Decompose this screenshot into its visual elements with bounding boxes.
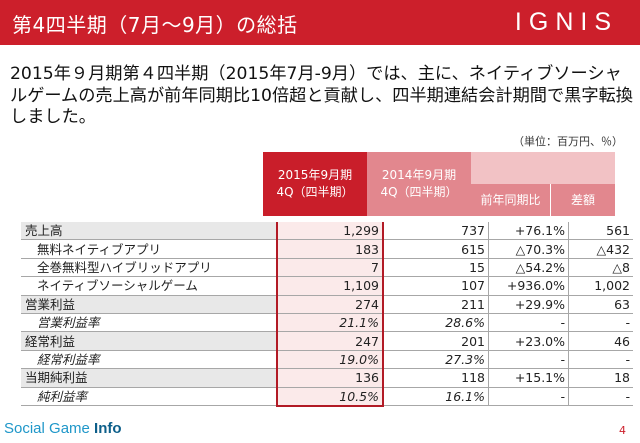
header-2015-line1: 2015年9月期: [277, 168, 353, 182]
watermark-bold-text: Info: [94, 420, 122, 437]
row-label: 営業利益率: [21, 313, 277, 333]
cell-yoy: +936.0%: [488, 276, 569, 296]
page-number: 4: [619, 424, 626, 437]
cell-diff: △432: [568, 239, 633, 259]
cell-2015: 274: [276, 295, 384, 314]
cell-diff: -: [568, 350, 633, 370]
table-row: 営業利益 274 211 +29.9% 63: [21, 295, 633, 314]
cell-2015: 1,109: [276, 276, 384, 296]
header-diff: 差額: [551, 184, 615, 216]
table-row: 売上高 1,299 737 +76.1% 561: [21, 222, 633, 241]
table-row: 経常利益率 19.0% 27.3% - -: [21, 350, 633, 370]
cell-diff: 18: [568, 368, 633, 388]
header-2014-q4: 2014年9月期 4Q（四半期）: [367, 152, 471, 216]
table-row: 経常利益 247 201 +23.0% 46: [21, 331, 633, 351]
header-2015-q4: 2015年9月期 4Q（四半期）: [263, 152, 367, 216]
slide-title: 第4四半期（7月～9月）の総括: [12, 13, 298, 37]
row-label: 当期純利益: [21, 368, 277, 388]
row-label: 無料ネイティブアプリ: [21, 239, 277, 259]
cell-yoy: +29.9%: [488, 295, 569, 314]
cell-2014: 211: [383, 295, 489, 314]
cell-diff: -: [568, 387, 633, 407]
cell-2014: 16.1%: [383, 387, 489, 407]
header-2014-line2: 4Q（四半期）: [380, 185, 458, 199]
cell-2015: 10.5%: [276, 387, 384, 407]
cell-2015: 136: [276, 368, 384, 388]
title-banner: 第4四半期（7月～9月）の総括 IGNIS: [0, 0, 640, 45]
cell-diff: 1,002: [568, 276, 633, 296]
cell-yoy: -: [488, 350, 569, 370]
cell-diff: -: [568, 313, 633, 333]
table-row: ネイティブソーシャルゲーム 1,109 107 +936.0% 1,002: [21, 276, 633, 296]
cell-yoy: △54.2%: [488, 258, 569, 278]
cell-2015: 247: [276, 331, 384, 351]
cell-yoy: -: [488, 387, 569, 407]
cell-2014: 118: [383, 368, 489, 388]
row-label: 営業利益: [21, 295, 277, 314]
cell-yoy: +15.1%: [488, 368, 569, 388]
row-label: 純利益率: [21, 387, 277, 407]
row-label: 売上高: [21, 222, 277, 241]
cell-2015: 19.0%: [276, 350, 384, 370]
cell-diff: △8: [568, 258, 633, 278]
row-label: 全巻無料型ハイブリッドアプリ: [21, 258, 277, 278]
header-spacer: [471, 152, 615, 184]
header-yoy: 前年同期比: [471, 184, 550, 216]
row-label: 経常利益: [21, 331, 277, 351]
cell-2014: 107: [383, 276, 489, 296]
cell-2015: 21.1%: [276, 313, 384, 333]
cell-2014: 737: [383, 222, 489, 241]
financial-table: 売上高 1,299 737 +76.1% 561 無料ネイティブアプリ 183 …: [21, 222, 633, 407]
table-row: 無料ネイティブアプリ 183 615 △70.3% △432: [21, 239, 633, 259]
cell-2014: 27.3%: [383, 350, 489, 370]
cell-2014: 615: [383, 239, 489, 259]
cell-diff: 46: [568, 331, 633, 351]
social-game-info-watermark: Social Game Info: [4, 420, 122, 437]
cell-yoy: -: [488, 313, 569, 333]
cell-diff: 63: [568, 295, 633, 314]
cell-diff: 561: [568, 222, 633, 241]
header-2014-line1: 2014年9月期: [381, 168, 457, 182]
table-row: 純利益率 10.5% 16.1% - -: [21, 387, 633, 407]
row-label: ネイティブソーシャルゲーム: [21, 276, 277, 296]
summary-text: 2015年９月期第４四半期（2015年7月-9月）では、主に、ネイティブソーシャ…: [10, 64, 633, 127]
header-2015-line2: 4Q（四半期）: [276, 185, 354, 199]
watermark-text: Social Game: [4, 420, 90, 437]
company-logo: IGNIS: [514, 8, 618, 36]
cell-2015: 7: [276, 258, 384, 278]
unit-note: （単位：百万円、％）: [513, 135, 623, 148]
cell-2014: 201: [383, 331, 489, 351]
cell-yoy: +76.1%: [488, 222, 569, 241]
cell-2015: 1,299: [276, 222, 384, 241]
cell-yoy: +23.0%: [488, 331, 569, 351]
cell-yoy: △70.3%: [488, 239, 569, 259]
cell-2014: 28.6%: [383, 313, 489, 333]
row-label: 経常利益率: [21, 350, 277, 370]
cell-2014: 15: [383, 258, 489, 278]
table-row: 営業利益率 21.1% 28.6% - -: [21, 313, 633, 333]
cell-2015: 183: [276, 239, 384, 259]
table-row: 全巻無料型ハイブリッドアプリ 7 15 △54.2% △8: [21, 258, 633, 278]
table-row: 当期純利益 136 118 +15.1% 18: [21, 368, 633, 388]
